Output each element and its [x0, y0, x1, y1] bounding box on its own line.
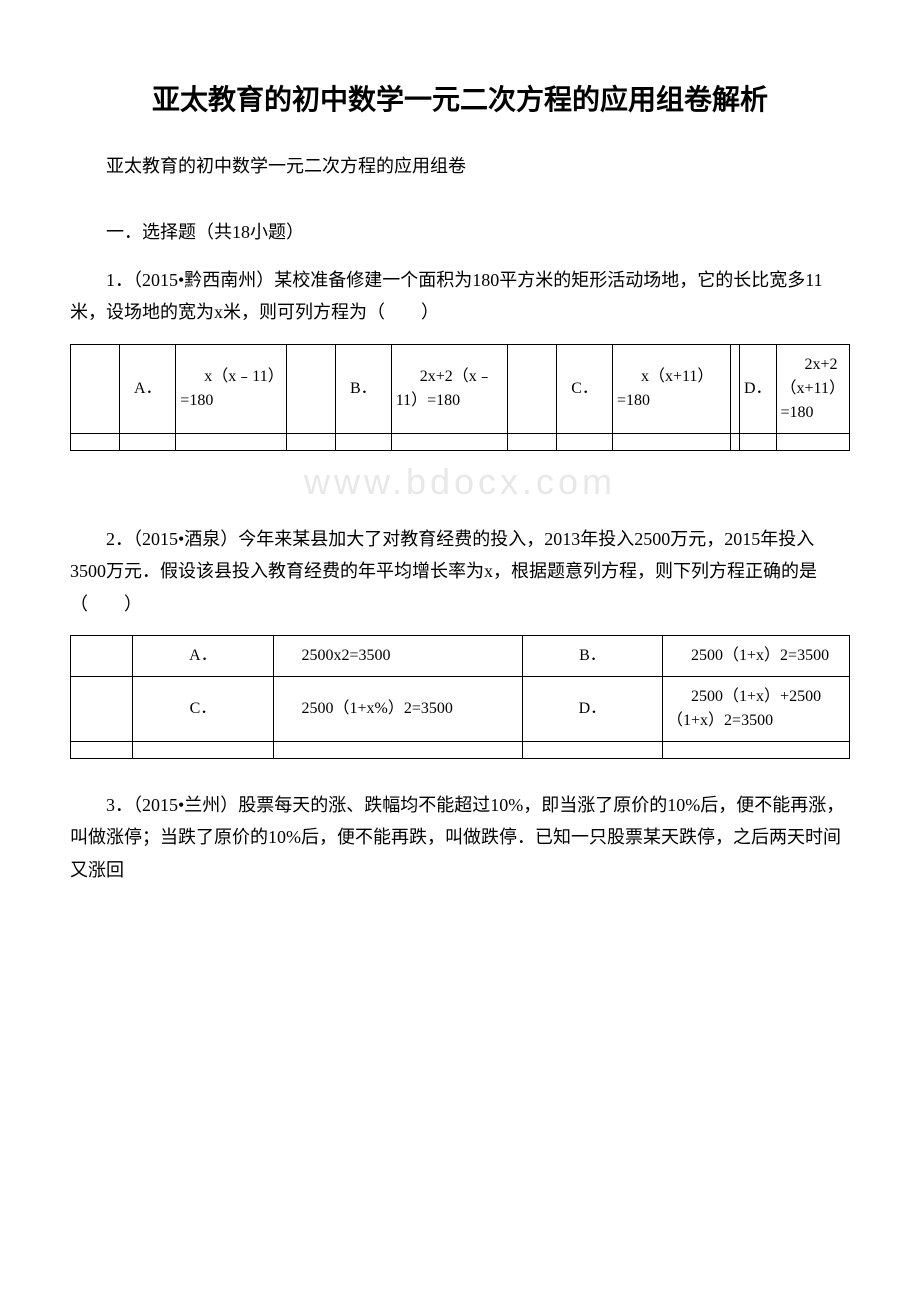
empty-cell [286, 344, 335, 433]
empty-cell [739, 433, 776, 450]
option-c-content: x（x+11）=180 [612, 344, 730, 433]
empty-cell [120, 433, 176, 450]
empty-cell [557, 433, 613, 450]
option-a-content: x（x﹣11）=180 [176, 344, 286, 433]
empty-cell [730, 344, 739, 433]
empty-cell [335, 433, 391, 450]
option-b-label: B． [335, 344, 391, 433]
empty-cell [612, 433, 730, 450]
empty-cell [176, 433, 286, 450]
page-title: 亚太教育的初中数学一元二次方程的应用组卷解析 [70, 80, 850, 122]
empty-cell [71, 433, 120, 450]
table-row [71, 433, 850, 450]
table-row [71, 741, 850, 758]
empty-cell [507, 344, 556, 433]
option-c-content: 2500（1+x%）2=3500 [273, 676, 522, 741]
empty-cell [663, 741, 850, 758]
empty-cell [71, 741, 133, 758]
watermark-text: www.bdocx.com [70, 461, 850, 503]
option-b-content: 2500（1+x）2=3500 [663, 635, 850, 676]
table-row: C． 2500（1+x%）2=3500 D． 2500（1+x）+2500（1+… [71, 676, 850, 741]
empty-cell [391, 433, 507, 450]
option-c-label: C． [557, 344, 613, 433]
option-d-content: 2x+2（x+11）=180 [776, 344, 849, 433]
subtitle: 亚太教育的初中数学一元二次方程的应用组卷 [70, 152, 850, 178]
option-a-label: A． [120, 344, 176, 433]
question-2-options-table: A． 2500x2=3500 B． 2500（1+x）2=3500 C． 250… [70, 635, 850, 759]
option-d-label: D． [739, 344, 776, 433]
table-row: A． 2500x2=3500 B． 2500（1+x）2=3500 [71, 635, 850, 676]
question-1-options-table: A． x（x﹣11）=180 B． 2x+2（x﹣11）=180 C． x（x+… [70, 344, 850, 451]
option-d-content: 2500（1+x）+2500（1+x）2=3500 [663, 676, 850, 741]
option-a-content: 2500x2=3500 [273, 635, 522, 676]
empty-cell [71, 635, 133, 676]
question-2-text: 2．（2015•酒泉）今年来某县加大了对教育经费的投入，2013年投入2500万… [70, 523, 850, 620]
section-header: 一．选择题（共18小题） [70, 218, 850, 244]
question-1-text: 1．（2015•黔西南州）某校准备修建一个面积为180平方米的矩形活动场地，它的… [70, 264, 850, 329]
empty-cell [286, 433, 335, 450]
empty-cell [776, 433, 849, 450]
option-d-label: D． [522, 676, 662, 741]
empty-cell [273, 741, 522, 758]
empty-cell [71, 676, 133, 741]
empty-cell [133, 741, 273, 758]
empty-cell [730, 433, 739, 450]
option-c-label: C． [133, 676, 273, 741]
empty-cell [71, 344, 120, 433]
empty-cell [507, 433, 556, 450]
option-b-content: 2x+2（x﹣11）=180 [391, 344, 507, 433]
option-b-label: B． [522, 635, 662, 676]
question-3-text: 3．（2015•兰州）股票每天的涨、跌幅均不能超过10%，即当涨了原价的10%后… [70, 789, 850, 886]
table-row: A． x（x﹣11）=180 B． 2x+2（x﹣11）=180 C． x（x+… [71, 344, 850, 433]
option-a-label: A． [133, 635, 273, 676]
empty-cell [522, 741, 662, 758]
